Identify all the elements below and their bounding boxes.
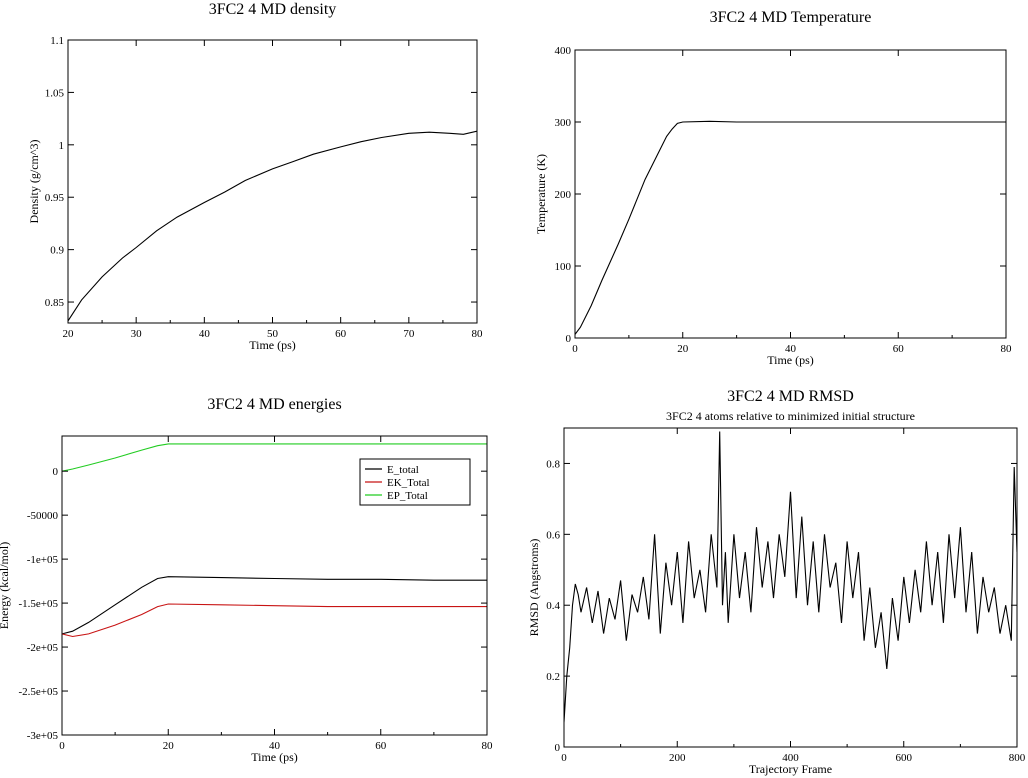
rmsd-ytick-label: 0.6 [546, 529, 560, 541]
legend-label: E_total [387, 464, 419, 476]
rmsd-ytick-label: 0.8 [546, 458, 560, 470]
density-ytick-label: 0.95 [45, 192, 65, 204]
density-chart: 3FC2 4 MD density 20 30 40 50 60 70 80 0.85 0.9 0.… [27, 1, 483, 352]
rmsd-xtick-label: 200 [669, 752, 686, 764]
temperature-ytick-label: 200 [555, 189, 572, 201]
density-xtick-label: 70 [403, 328, 415, 340]
temperature-ytick-label: 300 [555, 117, 572, 129]
energies-ytick-label: -1.5e+05 [19, 598, 59, 610]
temperature-series-line [575, 120, 1006, 335]
rmsd-ytick-label: 0.2 [546, 671, 560, 683]
density-xtick-label: 20 [63, 328, 75, 340]
energies-y-axis-label: Energy (kcal/mol) [0, 542, 11, 629]
density-xtick-label: 80 [472, 328, 484, 340]
rmsd-plot-frame [563, 427, 1018, 748]
density-x-axis-label: Time (ps) [249, 338, 296, 352]
density-xtick-label: 50 [267, 328, 279, 340]
density-series-line [68, 130, 477, 322]
temperature-xtick-label: 20 [677, 343, 689, 355]
energies-xtick-label: 40 [269, 740, 281, 752]
rmsd-series-line [564, 431, 1017, 723]
density-y-axis-label: Density (g/cm^3) [27, 140, 41, 224]
legend-label: EP_Total [387, 490, 428, 502]
rmsd-subtitle: 3FC2 4 atoms relative to minimized initi… [666, 409, 915, 423]
energies-x-axis-label: Time (ps) [251, 750, 298, 764]
temperature-y-axis-label: Temperature (K) [534, 154, 548, 234]
density-plot-frame [67, 39, 478, 324]
density-ytick-label: 1.1 [50, 35, 64, 47]
density-ytick-label: 1.05 [45, 87, 65, 99]
temperature-xtick-label: 40 [785, 343, 797, 355]
rmsd-xtick-label: 600 [896, 752, 913, 764]
temperature-ytick-label: 0 [566, 333, 572, 345]
density-ytick-label: 1 [59, 140, 65, 152]
energies-series-line-ek_total [62, 603, 487, 638]
rmsd-xtick-label: 800 [1009, 752, 1026, 764]
energies-chart: 3FC2 4 MD energies 0 20 40 60 80 0 -50000 -1e+05… [0, 396, 493, 764]
density-ytick-label: 0.85 [45, 297, 65, 309]
temperature-title: 3FC2 4 MD Temperature [710, 9, 872, 26]
energies-series-line-ep_total [62, 443, 487, 472]
energies-ytick-label: 0 [53, 466, 59, 478]
temperature-xtick-label: 60 [893, 343, 905, 355]
density-xtick-label: 60 [335, 328, 347, 340]
energies-ytick-label: -2e+05 [27, 642, 59, 654]
legend-label: EK_Total [387, 477, 430, 489]
energies-title: 3FC2 4 MD energies [207, 396, 341, 413]
temperature-xtick-label: 80 [1001, 343, 1013, 355]
temperature-chart: 3FC2 4 MD Temperature 0 20 40 60 80 0 100 200 300… [534, 9, 1012, 367]
density-xtick-label: 40 [199, 328, 211, 340]
energies-xtick-label: 0 [59, 740, 65, 752]
energies-xtick-label: 60 [375, 740, 387, 752]
energies-ytick-label: -1e+05 [27, 554, 59, 566]
rmsd-ytick-label: 0 [555, 742, 561, 754]
energies-xtick-label: 20 [163, 740, 175, 752]
rmsd-chart: 3FC2 4 MD RMSD 3FC2 4 atoms relative to m… [527, 388, 1026, 776]
density-ytick-label: 0.9 [50, 245, 64, 257]
energies-ytick-label: -2.5e+05 [19, 686, 59, 698]
density-title: 3FC2 4 MD density [209, 1, 337, 18]
rmsd-xtick-label: 400 [782, 752, 799, 764]
temperature-ytick-label: 400 [555, 45, 572, 57]
rmsd-ytick-label: 0.4 [546, 600, 560, 612]
temperature-ytick-label: 100 [555, 261, 572, 273]
energies-xtick-label: 80 [482, 740, 494, 752]
rmsd-y-axis-label: RMSD (Angstroms) [527, 539, 541, 637]
rmsd-x-axis-label: Trajectory Frame [749, 762, 832, 776]
rmsd-xtick-label: 0 [561, 752, 567, 764]
rmsd-title: 3FC2 4 MD RMSD [727, 388, 854, 405]
energies-ytick-label: -3e+05 [27, 730, 59, 742]
energies-ytick-label: -50000 [27, 510, 59, 522]
energies-series-line-e_total [62, 576, 487, 635]
density-xtick-label: 30 [131, 328, 143, 340]
temperature-xtick-label: 0 [572, 343, 578, 355]
temperature-x-axis-label: Time (ps) [767, 353, 814, 367]
